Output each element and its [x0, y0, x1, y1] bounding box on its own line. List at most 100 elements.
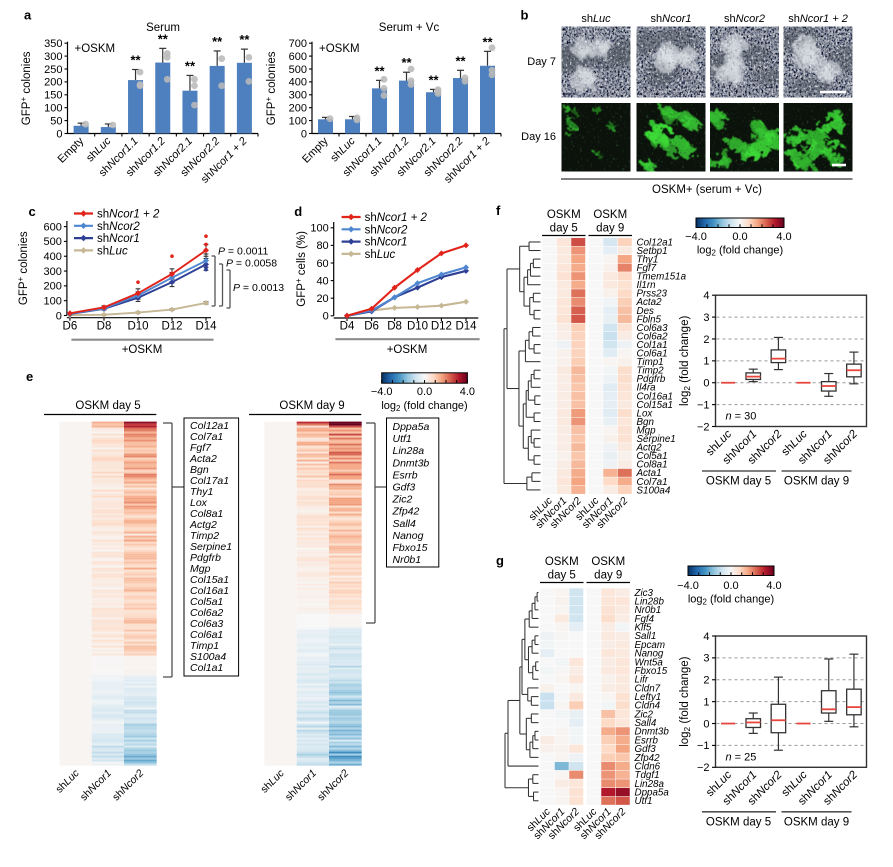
svg-text:D14: D14 [195, 321, 217, 333]
svg-text:Col6a2: Col6a2 [637, 331, 669, 342]
svg-text:4: 4 [703, 631, 709, 643]
svg-text:GFP+ colonies: GFP+ colonies [264, 51, 279, 125]
svg-text:shNcor1 + 2: shNcor1 + 2 [365, 212, 428, 224]
svg-text:OSKM day 5: OSKM day 5 [75, 400, 140, 412]
svg-text:Timp2: Timp2 [190, 530, 219, 542]
svg-text:0: 0 [703, 718, 709, 730]
svg-text:D12: D12 [161, 321, 182, 333]
svg-text:20: 20 [316, 293, 328, 305]
svg-text:D14: D14 [455, 321, 477, 333]
svg-text:4.0: 4.0 [766, 580, 781, 592]
svg-text:Timp1: Timp1 [637, 357, 664, 368]
svg-text:Setbp1: Setbp1 [637, 246, 668, 257]
svg-text:50: 50 [50, 115, 62, 127]
svg-text:0: 0 [56, 128, 62, 140]
svg-text:40: 40 [316, 275, 328, 287]
svg-text:Nr0b1: Nr0b1 [393, 554, 422, 566]
svg-text:Zic2: Zic2 [392, 494, 413, 506]
svg-text:OSKM day 9: OSKM day 9 [279, 400, 344, 412]
svg-text:**: ** [455, 53, 466, 68]
svg-text:−1: −1 [697, 740, 710, 752]
svg-text:−2: −2 [697, 762, 710, 774]
svg-text:Col8a1: Col8a1 [637, 460, 668, 471]
svg-text:**: ** [212, 34, 223, 49]
svg-text:Col15a1: Col15a1 [637, 400, 674, 411]
svg-text:Col6a3: Col6a3 [190, 618, 223, 630]
svg-text:Col12a1: Col12a1 [190, 420, 229, 432]
svg-text:D4: D4 [340, 321, 355, 333]
svg-text:Nanog: Nanog [635, 649, 664, 660]
svg-text:4.0: 4.0 [776, 231, 791, 243]
svg-text:Dnmt3b: Dnmt3b [635, 727, 670, 738]
svg-text:Lin28a: Lin28a [393, 445, 425, 457]
svg-text:Col5a1: Col5a1 [190, 596, 223, 608]
svg-text:Zfp42: Zfp42 [634, 753, 661, 764]
svg-text:Lox: Lox [190, 497, 208, 509]
svg-text:log2 (fold change): log2 (fold change) [381, 400, 467, 413]
svg-text:Col16a1: Col16a1 [637, 391, 674, 402]
svg-text:Col15a1: Col15a1 [190, 574, 229, 586]
svg-text:shLuc: shLuc [365, 249, 396, 261]
svg-text:D8: D8 [387, 321, 402, 333]
svg-text:Actg2: Actg2 [636, 443, 663, 454]
svg-text:Col6a2: Col6a2 [190, 607, 223, 619]
svg-text:+OSKM: +OSKM [75, 43, 116, 55]
svg-text:400: 400 [44, 251, 62, 263]
svg-text:Col7a1: Col7a1 [637, 477, 668, 488]
svg-text:+OSKM: +OSKM [387, 344, 428, 356]
svg-text:2: 2 [703, 675, 709, 687]
svg-text:P = 0.0011: P = 0.0011 [218, 246, 268, 258]
svg-text:Mgp: Mgp [190, 563, 211, 575]
svg-text:e: e [26, 369, 33, 384]
svg-text:Sall1: Sall1 [635, 631, 657, 642]
svg-text:400: 400 [289, 77, 307, 89]
svg-text:Acta2: Acta2 [636, 297, 663, 308]
svg-text:0: 0 [703, 378, 709, 390]
svg-text:100: 100 [310, 223, 328, 235]
svg-text:OSKM+ (serum + Vc): OSKM+ (serum + Vc) [652, 184, 762, 196]
svg-text:Bgn: Bgn [637, 417, 654, 428]
svg-text:Acta1: Acta1 [636, 468, 662, 479]
svg-text:day 5: day 5 [548, 570, 576, 582]
svg-text:100: 100 [44, 103, 62, 115]
svg-text:**: ** [374, 63, 385, 78]
svg-text:Timp2: Timp2 [637, 366, 665, 377]
svg-text:n = 25: n = 25 [726, 751, 757, 763]
svg-text:80: 80 [316, 240, 328, 252]
svg-text:300: 300 [289, 90, 307, 102]
svg-text:OSKM day 9: OSKM day 9 [784, 476, 849, 488]
svg-text:−4.0: −4.0 [677, 580, 699, 592]
svg-text:day 9: day 9 [596, 223, 624, 235]
svg-text:Col8a1: Col8a1 [190, 508, 223, 520]
svg-text:Fbxo15: Fbxo15 [393, 542, 428, 554]
svg-text:Lin28b: Lin28b [635, 597, 665, 608]
svg-text:shNcor2: shNcor2 [724, 13, 765, 25]
svg-text:log2 (fold change): log2 (fold change) [688, 594, 774, 607]
svg-text:P = 0.0058: P = 0.0058 [226, 258, 277, 270]
svg-text:shNcor2: shNcor2 [97, 221, 140, 233]
svg-text:Nanog: Nanog [393, 530, 424, 542]
svg-text:OSKM: OSKM [593, 209, 627, 221]
svg-text:S100a4: S100a4 [190, 651, 226, 663]
svg-text:Utf1: Utf1 [393, 433, 412, 445]
svg-text:Cldn4: Cldn4 [635, 701, 661, 712]
svg-text:Timp1: Timp1 [190, 640, 219, 652]
svg-text:Day 16: Day 16 [521, 131, 556, 143]
svg-text:Pdgfrb: Pdgfrb [190, 552, 221, 564]
svg-text:Col1a1: Col1a1 [190, 662, 223, 674]
svg-text:Col5a1: Col5a1 [637, 451, 668, 462]
svg-text:OSKM: OSKM [591, 556, 625, 568]
svg-text:200: 200 [289, 103, 307, 115]
svg-text:Sall4: Sall4 [393, 518, 417, 530]
svg-text:shNcor1 + 2: shNcor1 + 2 [97, 209, 160, 221]
svg-text:Lifr: Lifr [635, 675, 649, 686]
svg-text:Lox: Lox [637, 408, 654, 419]
svg-text:Epcam: Epcam [635, 640, 666, 651]
svg-text:OSKM: OSKM [547, 209, 581, 221]
svg-text:0.0: 0.0 [723, 580, 738, 592]
svg-text:g: g [496, 553, 504, 568]
svg-text:150: 150 [44, 90, 62, 102]
svg-text:Bgn: Bgn [190, 464, 209, 476]
svg-text:250: 250 [44, 64, 62, 76]
svg-text:Serum + Vc: Serum + Vc [379, 22, 440, 34]
